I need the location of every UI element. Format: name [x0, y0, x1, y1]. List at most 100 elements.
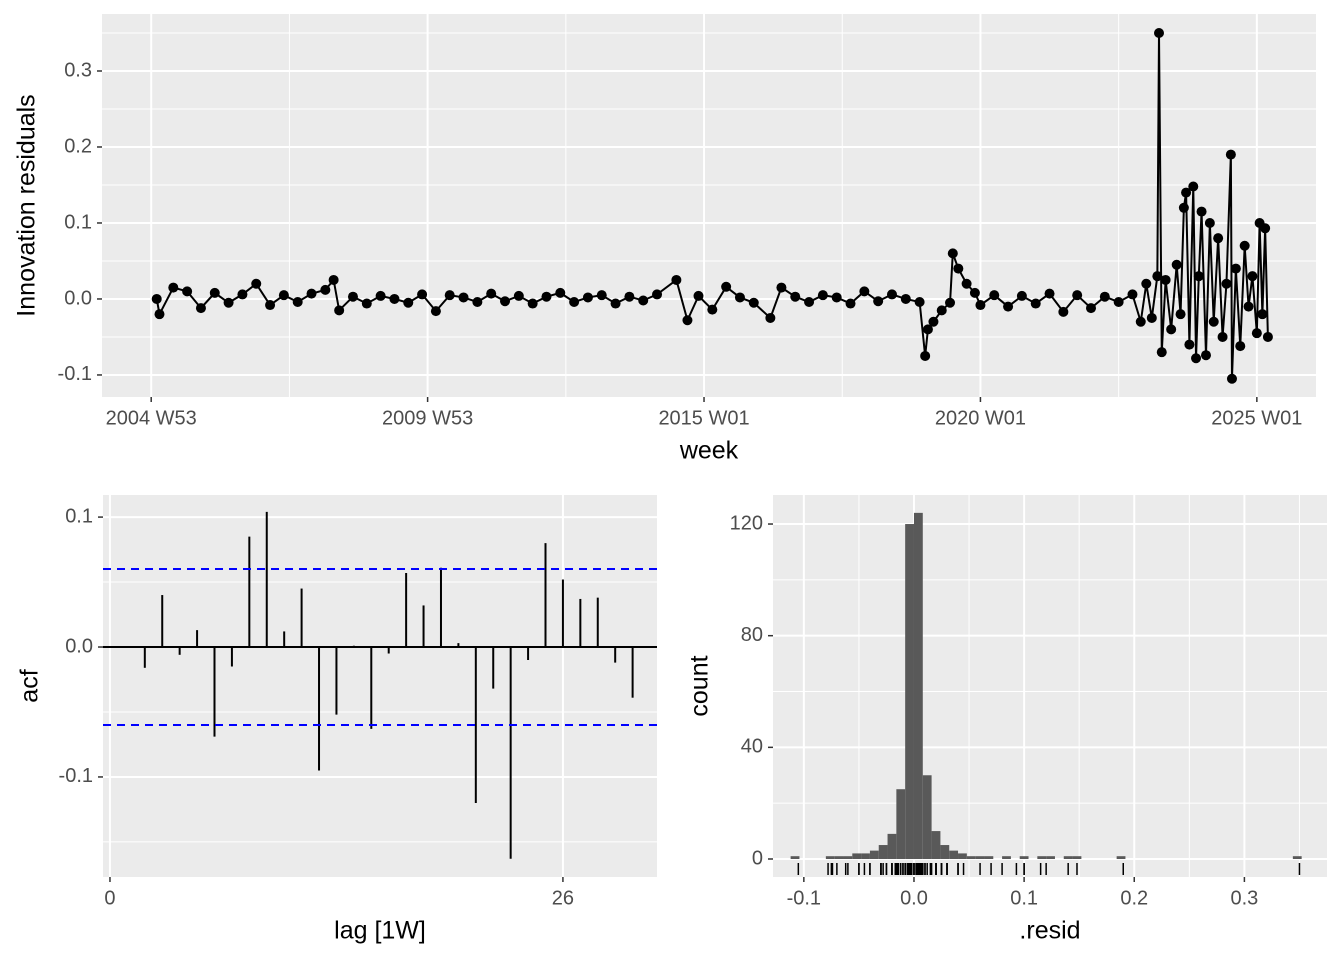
x-tick-label: 2015 W01: [658, 407, 749, 429]
residual-point: [1262, 331, 1273, 342]
residual-point: [734, 292, 745, 303]
residual-point: [1239, 240, 1250, 251]
residual-point: [1184, 339, 1195, 350]
residual-point: [920, 350, 931, 361]
residual-point: [1058, 306, 1069, 317]
residual-point: [1135, 316, 1146, 327]
residual-point: [334, 305, 345, 316]
residual-point: [168, 282, 179, 293]
histogram-bar: [1063, 856, 1073, 859]
histogram-bar: [966, 856, 976, 859]
residual-point: [989, 290, 1000, 301]
residual-point: [195, 303, 206, 314]
residual-point: [1181, 187, 1192, 198]
residual-point: [1156, 347, 1167, 358]
x-tick-label: 0.3: [1230, 887, 1258, 909]
residual-point: [947, 248, 958, 259]
residual-point: [804, 297, 815, 308]
residual-point: [817, 290, 828, 301]
y-tick-label: 0.1: [65, 505, 93, 527]
residual-point: [1213, 233, 1224, 244]
residual-point: [582, 292, 593, 303]
y-axis-title: acf: [16, 669, 44, 702]
y-tick-label: -0.1: [58, 363, 92, 385]
residual-point: [430, 306, 441, 317]
residual-point: [1251, 328, 1262, 339]
residual-point: [182, 286, 193, 297]
residual-point: [328, 274, 339, 285]
residual-point: [707, 304, 718, 315]
residual-point: [1086, 303, 1097, 314]
residual-point: [1230, 263, 1241, 274]
residual-point: [320, 284, 331, 295]
residual-point: [961, 278, 972, 289]
residual-point: [527, 298, 538, 309]
residual-point: [953, 263, 964, 274]
x-tick-label: 0.2: [1120, 887, 1148, 909]
residual-point: [1200, 350, 1211, 361]
residual-point: [671, 274, 682, 285]
residual-point: [1188, 181, 1199, 192]
x-tick-label: 2009 W53: [382, 407, 473, 429]
residual-point: [444, 290, 455, 301]
x-tick-label: -0.1: [787, 887, 821, 909]
x-tick-label: 0: [104, 887, 115, 909]
histogram-bar: [975, 856, 985, 859]
y-tick-label: 0.0: [65, 635, 93, 657]
residual-point: [389, 293, 400, 304]
residual-point: [886, 289, 897, 300]
histogram-bar: [922, 775, 932, 859]
x-tick-label: 26: [552, 887, 574, 909]
residual-point: [1193, 271, 1204, 282]
residual-point: [693, 290, 704, 301]
y-tick-label: 0.1: [64, 211, 92, 233]
residual-point: [555, 287, 566, 298]
residual-point: [209, 287, 220, 298]
histogram-bar: [896, 789, 906, 859]
residual-point: [1152, 271, 1163, 282]
residual-point: [969, 287, 980, 298]
residual-point: [975, 300, 986, 311]
histogram-bar: [949, 850, 959, 859]
residual-point: [1257, 309, 1268, 320]
residual-point: [151, 293, 162, 304]
y-axis-title: count: [686, 655, 714, 716]
residual-point: [154, 309, 165, 320]
histogram-bar: [861, 853, 870, 859]
residual-point: [500, 296, 511, 307]
residual-point: [748, 297, 759, 308]
y-tick-label: 0.0: [64, 287, 92, 309]
histogram-bar: [878, 845, 888, 859]
residual-point: [914, 297, 925, 308]
panel-background: [102, 14, 1316, 397]
x-axis-title: .resid: [1019, 917, 1080, 945]
histogram-bar: [1002, 856, 1011, 859]
residual-point: [945, 297, 956, 308]
residual-point: [472, 297, 483, 308]
x-axis-title: lag [1W]: [334, 917, 426, 945]
residual-point: [1175, 309, 1186, 320]
histogram-bar: [1072, 856, 1082, 859]
histogram-bar: [869, 850, 879, 859]
histogram-bar: [1292, 856, 1302, 859]
residual-point: [1178, 202, 1189, 213]
residual-point: [375, 290, 386, 301]
histogram-bar: [1037, 856, 1047, 859]
residual-point: [1235, 341, 1246, 352]
residual-point: [513, 290, 524, 301]
residual-point: [596, 290, 607, 301]
residual-point: [1003, 301, 1014, 312]
x-tick-label: 0.1: [1010, 887, 1038, 909]
residual-point: [361, 298, 372, 309]
residual-point: [1217, 331, 1228, 342]
residual-point: [790, 291, 801, 302]
residual-point: [541, 291, 552, 302]
residual-point: [638, 295, 649, 306]
histogram-bar: [984, 856, 994, 859]
residual-point: [845, 298, 856, 309]
residual-point: [265, 300, 276, 311]
residual-point: [1113, 297, 1124, 308]
residual-point: [1166, 324, 1177, 335]
histogram-bar: [834, 856, 844, 859]
residual-point: [1208, 316, 1219, 327]
